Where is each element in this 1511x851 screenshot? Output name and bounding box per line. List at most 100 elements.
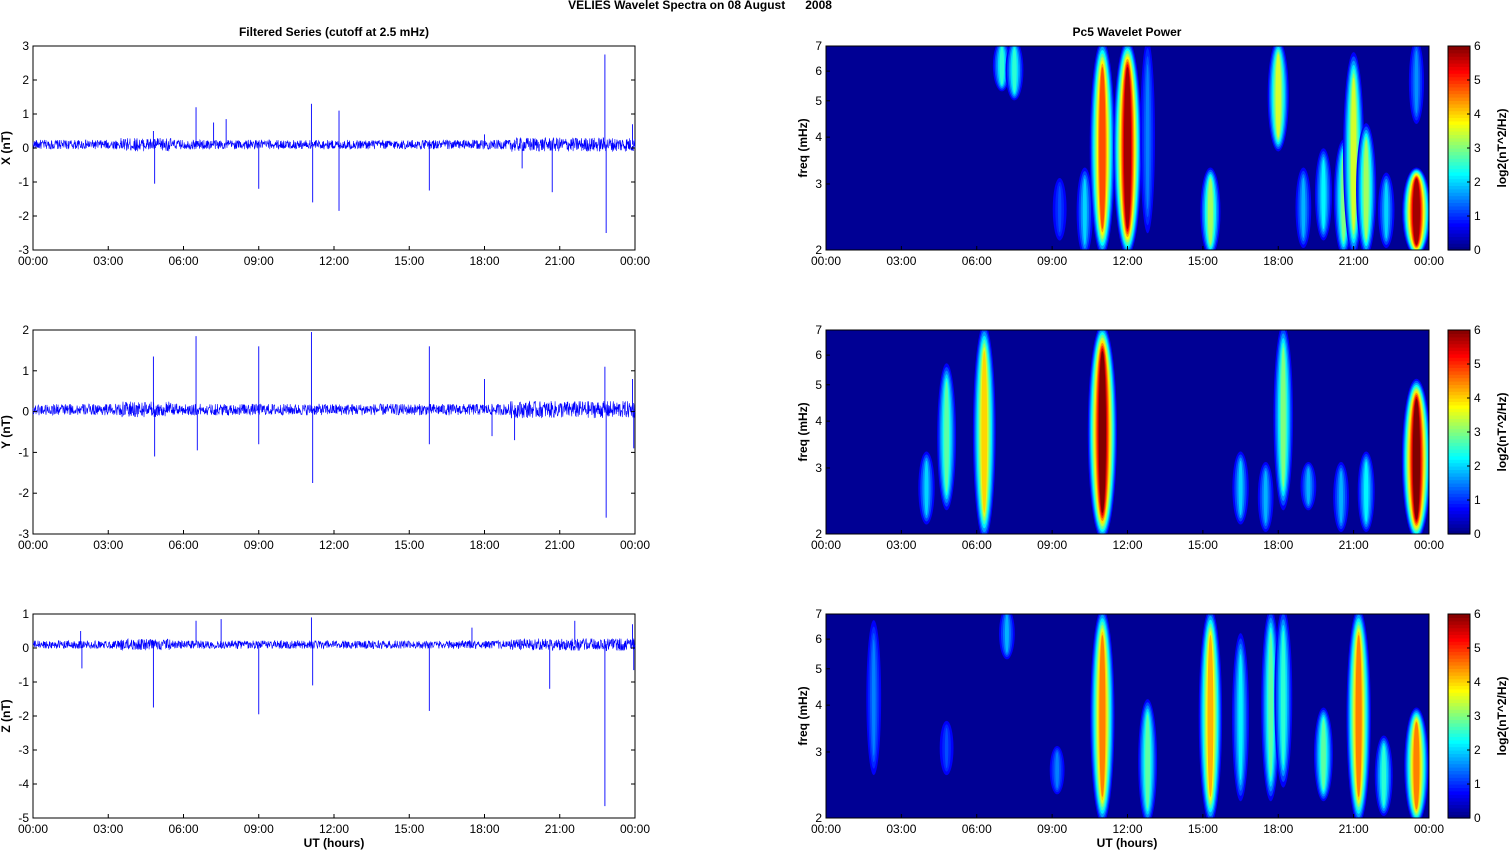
colorbar-segment: [1448, 452, 1470, 457]
colorbar-segment: [1448, 517, 1470, 521]
colorbar-segment: [1448, 202, 1470, 207]
y-tick-label: -5: [18, 811, 29, 825]
colorbar-segment: [1448, 736, 1470, 741]
colorbar-segment: [1448, 811, 1470, 816]
y-tick-label: 0: [22, 405, 29, 419]
x-tick-label: 09:00: [244, 254, 274, 268]
colorbar-segment: [1448, 442, 1470, 447]
y-tick-label: 6: [815, 632, 822, 646]
y-axis-label: freq (mHz): [796, 686, 810, 745]
colorbar-segment: [1448, 671, 1470, 676]
colorbar-segment: [1448, 165, 1470, 169]
colorbar-segment: [1448, 709, 1470, 714]
power-blob-level: [1099, 635, 1106, 797]
x-tick-label: 03:00: [93, 254, 123, 268]
colorbar-segment: [1448, 682, 1470, 686]
colorbar-segment: [1448, 726, 1470, 731]
colorbar-segment: [1448, 353, 1470, 358]
colorbar-segment: [1448, 797, 1470, 802]
power-blob-level: [1057, 185, 1062, 233]
x-tick-label: 21:00: [1339, 254, 1369, 268]
colorbar-segment: [1448, 483, 1470, 487]
colorbar-segment: [1448, 445, 1470, 450]
power-blob-level: [944, 727, 949, 769]
y-tick-label: 2: [815, 527, 822, 541]
x-tick-label: 03:00: [886, 254, 916, 268]
colorbar: 6 5 4 3 2 1 0 log2(nT^2/Hz): [1447, 607, 1509, 825]
power-blob-level: [1207, 635, 1214, 797]
colorbar-segment: [1448, 52, 1470, 57]
colorbar-segment: [1448, 455, 1470, 460]
y-tick-label: 6: [815, 64, 822, 78]
colorbar-segment: [1448, 428, 1470, 433]
colorbar-segment: [1448, 154, 1470, 159]
colorbar-tick-label: 2: [1474, 175, 1481, 189]
line-panel-y: 2 1 0 -1 -2 -3 Y (nT) 00:00 03:00 06:00 09:00 12:00…: [0, 323, 650, 552]
colorbar: 6 5 4 3 2 1 0 log2(nT^2/Hz): [1447, 39, 1509, 257]
colorbar-tick-label: 1: [1474, 209, 1481, 223]
x-tick-label: 15:00: [1188, 254, 1218, 268]
colorbar-segment: [1448, 702, 1470, 707]
colorbar-segment: [1448, 634, 1470, 639]
y-tick-label: 7: [815, 323, 822, 337]
colorbar-segment: [1448, 790, 1470, 795]
colorbar-segment: [1448, 141, 1470, 146]
colorbar-segment: [1448, 814, 1470, 819]
colorbar-segment: [1448, 134, 1470, 139]
colorbar-segment: [1448, 459, 1470, 464]
power-blob-level: [1412, 178, 1421, 245]
y-tick-label: 5: [815, 662, 822, 676]
x-tick-label: 18:00: [1263, 254, 1293, 268]
colorbar-segment: [1448, 746, 1470, 751]
colorbar-segment: [1448, 330, 1470, 334]
colorbar-segment: [1448, 117, 1470, 122]
x-tick-label: 06:00: [962, 254, 992, 268]
colorbar-segment: [1448, 185, 1470, 190]
colorbar-segment: [1448, 675, 1470, 680]
power-blob-level: [1301, 177, 1306, 238]
power-blob-level: [1004, 614, 1009, 653]
heatmap-background: [826, 614, 1429, 818]
power-blob-level: [1098, 351, 1107, 513]
colorbar-label: log2(nT^2/Hz): [1495, 108, 1509, 187]
y-tick-label: 1: [22, 107, 29, 121]
y-tick-label: 0: [22, 141, 29, 155]
colorbar-segment: [1448, 688, 1470, 693]
colorbar-segment: [1448, 493, 1470, 498]
colorbar-segment: [1448, 93, 1470, 98]
colorbar-segment: [1448, 195, 1470, 200]
x-tick-label: 18:00: [469, 538, 499, 552]
colorbar-segment: [1448, 804, 1470, 809]
colorbar-segment: [1448, 394, 1470, 399]
power-blob-level: [1082, 178, 1087, 245]
colorbar-segment: [1448, 767, 1470, 771]
colorbar-segment: [1448, 654, 1470, 659]
y-tick-label: 7: [815, 39, 822, 53]
colorbar-segment: [1448, 418, 1470, 423]
colorbar-segment: [1448, 617, 1470, 622]
colorbar-segment: [1448, 120, 1470, 125]
colorbar-segment: [1448, 678, 1470, 683]
colorbar-tick-label: 4: [1474, 107, 1481, 121]
colorbar-segment: [1448, 523, 1470, 528]
x-tick-label: 09:00: [1037, 254, 1067, 268]
x-tick-label: 12:00: [1112, 254, 1142, 268]
power-blob-level: [1280, 347, 1286, 488]
heatmap-panel-y: 7 6 5 4 3 2 freq (mHz) 00:00 03:00 06:00 09:00 12:0…: [796, 323, 1509, 552]
colorbar-segment: [1448, 408, 1470, 413]
x-tick-label: 09:00: [244, 822, 274, 836]
colorbar-segment: [1448, 760, 1470, 765]
colorbar-segment: [1448, 178, 1470, 183]
colorbar-segment: [1448, 46, 1470, 50]
colorbar-segment: [1448, 421, 1470, 426]
x-tick-label: 00:00: [18, 538, 48, 552]
colorbar-tick-label: 0: [1474, 527, 1481, 541]
colorbar-segment: [1448, 212, 1470, 217]
colorbar-segment: [1448, 520, 1470, 525]
x-tick-label: 00:00: [811, 254, 841, 268]
colorbar-segment: [1448, 469, 1470, 474]
x-tick-label: 12:00: [1112, 538, 1142, 552]
y-tick-label: 3: [22, 39, 29, 53]
y-tick-label: 7: [815, 607, 822, 621]
power-blob-level: [1381, 745, 1387, 806]
